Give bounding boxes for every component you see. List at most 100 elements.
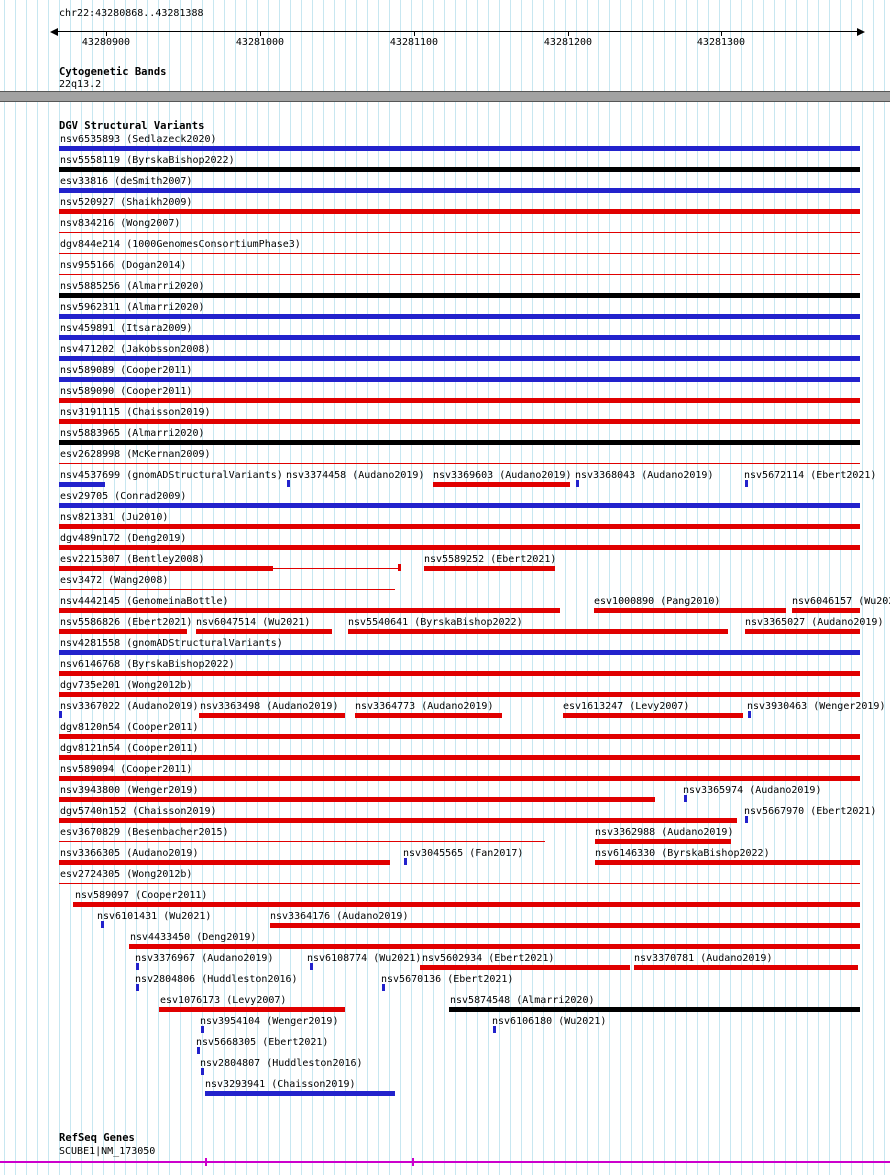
variant-bar[interactable] [792, 608, 860, 613]
variant-bar[interactable] [59, 146, 860, 151]
variant-line[interactable] [59, 274, 860, 275]
variant-tick[interactable] [287, 480, 290, 487]
variant-bar[interactable] [59, 860, 390, 865]
variant-tick[interactable] [201, 1068, 204, 1075]
variant-label[interactable]: dgv8120n54 (Cooper2011) [60, 722, 199, 733]
variant-tick[interactable] [101, 921, 104, 928]
variant-label[interactable]: esv1613247 (Levy2007) [563, 701, 690, 712]
variant-bar[interactable] [355, 713, 502, 718]
variant-bar[interactable] [59, 692, 860, 697]
variant-bar[interactable] [59, 188, 860, 193]
variant-tick[interactable] [136, 984, 139, 991]
variant-tick[interactable] [576, 480, 579, 487]
variant-label[interactable]: dgv735e201 (Wong2012b) [60, 680, 193, 691]
variant-label[interactable]: nsv3365974 (Audano2019) [683, 785, 822, 796]
variant-label[interactable]: nsv955166 (Dogan2014) [60, 260, 187, 271]
variant-tick[interactable] [684, 795, 687, 802]
variant-bar[interactable] [563, 713, 743, 718]
variant-bar[interactable] [59, 755, 860, 760]
variant-bar[interactable] [59, 482, 105, 487]
variant-bar[interactable] [595, 860, 860, 865]
variant-label[interactable]: nsv3045565 (Fan2017) [403, 848, 524, 859]
variant-label[interactable]: nsv5668305 (Ebert2021) [196, 1037, 329, 1048]
variant-tick[interactable] [310, 963, 313, 970]
variant-bar[interactable] [59, 419, 860, 424]
variant-label[interactable]: nsv5589252 (Ebert2021) [424, 554, 557, 565]
variant-label[interactable]: nsv3954104 (Wenger2019) [200, 1016, 339, 1027]
variant-bar[interactable] [59, 314, 860, 319]
variant-label[interactable]: nsv6146330 (ByrskaBishop2022) [595, 848, 770, 859]
variant-label[interactable]: esv1000890 (Pang2010) [594, 596, 721, 607]
variant-label[interactable]: dgv844e214 (1000GenomesConsortiumPhase3) [60, 239, 301, 250]
variant-label[interactable]: esv33816 (deSmith2007) [60, 176, 193, 187]
variant-bar[interactable] [59, 356, 860, 361]
variant-bar[interactable] [59, 440, 860, 445]
variant-label[interactable]: nsv5667970 (Ebert2021) [744, 806, 877, 817]
variant-bar[interactable] [205, 1091, 395, 1096]
variant-bar[interactable] [420, 965, 630, 970]
variant-bar[interactable] [129, 944, 860, 949]
variant-bar[interactable] [59, 566, 273, 571]
variant-label[interactable]: nsv3370781 (Audano2019) [634, 953, 773, 964]
variant-label[interactable]: esv1076173 (Levy2007) [160, 995, 287, 1006]
variant-label[interactable]: nsv3930463 (Wenger2019) [747, 701, 886, 712]
variant-label[interactable]: esv29705 (Conrad2009) [60, 491, 187, 502]
variant-tick[interactable] [398, 564, 401, 571]
variant-bar[interactable] [634, 965, 858, 970]
variant-bar[interactable] [595, 839, 731, 844]
variant-label[interactable]: nsv5602934 (Ebert2021) [422, 953, 555, 964]
variant-bar[interactable] [59, 209, 860, 214]
variant-tick[interactable] [382, 984, 385, 991]
variant-label[interactable]: nsv4442145 (GenomeinaBottle) [60, 596, 229, 607]
variant-label[interactable]: nsv5672114 (Ebert2021) [744, 470, 877, 481]
variant-bar[interactable] [59, 503, 860, 508]
variant-label[interactable]: nsv2804806 (Huddleston2016) [135, 974, 298, 985]
variant-bar[interactable] [59, 650, 860, 655]
variant-line[interactable] [59, 253, 860, 254]
variant-label[interactable]: esv3472 (Wang2008) [60, 575, 169, 586]
variant-label[interactable]: nsv589094 (Cooper2011) [60, 764, 193, 775]
variant-bar[interactable] [59, 776, 860, 781]
variant-bar[interactable] [745, 629, 860, 634]
variant-label[interactable]: nsv4433450 (Deng2019) [130, 932, 257, 943]
variant-bar[interactable] [59, 734, 860, 739]
variant-bar[interactable] [59, 629, 187, 634]
variant-label[interactable]: nsv5883965 (Almarri2020) [60, 428, 205, 439]
variant-label[interactable]: nsv3365027 (Audano2019) [745, 617, 884, 628]
variant-label[interactable]: nsv821331 (Ju2010) [60, 512, 169, 523]
variant-line[interactable] [59, 463, 860, 464]
variant-label[interactable]: dgv5740n152 (Chaisson2019) [60, 806, 217, 817]
variant-line[interactable] [59, 232, 860, 233]
variant-tick[interactable] [493, 1026, 496, 1033]
variant-bar[interactable] [270, 923, 860, 928]
variant-label[interactable]: nsv3364773 (Audano2019) [355, 701, 494, 712]
variant-bar[interactable] [594, 608, 786, 613]
variant-bar[interactable] [59, 671, 860, 676]
variant-label[interactable]: nsv459891 (Itsara2009) [60, 323, 193, 334]
variant-label[interactable]: nsv5874548 (Almarri2020) [450, 995, 595, 1006]
variant-label[interactable]: nsv3943800 (Wenger2019) [60, 785, 199, 796]
variant-label[interactable]: esv3670829 (Besenbacher2015) [60, 827, 229, 838]
variant-label[interactable]: nsv6106180 (Wu2021) [492, 1016, 607, 1027]
variant-label[interactable]: nsv2804807 (Huddleston2016) [200, 1058, 363, 1069]
variant-bar[interactable] [59, 167, 860, 172]
variant-label[interactable]: nsv589090 (Cooper2011) [60, 386, 193, 397]
variant-line[interactable] [59, 841, 545, 842]
variant-label[interactable]: nsv3363498 (Audano2019) [200, 701, 339, 712]
variant-line[interactable] [273, 568, 399, 569]
variant-label[interactable]: nsv5586826 (Ebert2021) [60, 617, 193, 628]
variant-bar[interactable] [59, 818, 737, 823]
variant-label[interactable]: nsv6146768 (ByrskaBishop2022) [60, 659, 235, 670]
variant-label[interactable]: dgv8121n54 (Cooper2011) [60, 743, 199, 754]
variant-label[interactable]: esv2628998 (McKernan2009) [60, 449, 211, 460]
variant-label[interactable]: nsv6108774 (Wu2021) [307, 953, 422, 964]
variant-bar[interactable] [73, 902, 860, 907]
variant-label[interactable]: nsv3362988 (Audano2019) [595, 827, 734, 838]
variant-bar[interactable] [433, 482, 570, 487]
variant-bar[interactable] [59, 377, 860, 382]
variant-tick[interactable] [136, 963, 139, 970]
variant-tick[interactable] [59, 711, 62, 718]
variant-label[interactable]: nsv3293941 (Chaisson2019) [205, 1079, 356, 1090]
variant-label[interactable]: nsv5670136 (Ebert2021) [381, 974, 514, 985]
variant-bar[interactable] [59, 335, 860, 340]
